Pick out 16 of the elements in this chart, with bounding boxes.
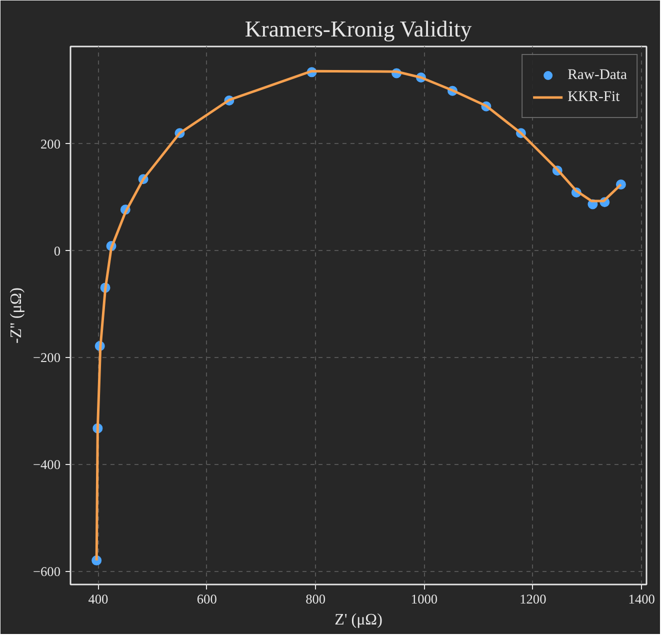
x-tick-label: 1400 bbox=[628, 592, 656, 606]
x-tick-label: 1200 bbox=[520, 592, 547, 606]
y-tick-label: 0 bbox=[54, 243, 61, 258]
y-tick-label: −400 bbox=[32, 457, 61, 472]
chart-title: Kramers-Kronig Validity bbox=[244, 16, 472, 42]
x-tick-label: 1000 bbox=[410, 592, 438, 606]
y-axis-title: -Z'' (μΩ) bbox=[8, 287, 25, 344]
x-tick-label: 400 bbox=[88, 592, 109, 606]
x-tick-label: 600 bbox=[196, 592, 218, 606]
y-tick-label: −200 bbox=[32, 350, 61, 366]
x-tick-label: 800 bbox=[306, 592, 326, 606]
y-tick-label: 200 bbox=[40, 136, 61, 152]
legend-label: Raw-Data bbox=[568, 66, 627, 84]
legend-label: KKR-Fit bbox=[568, 88, 620, 106]
x-axis-title: Z' (μΩ) bbox=[334, 612, 382, 628]
y-tick-label: −600 bbox=[32, 564, 61, 580]
